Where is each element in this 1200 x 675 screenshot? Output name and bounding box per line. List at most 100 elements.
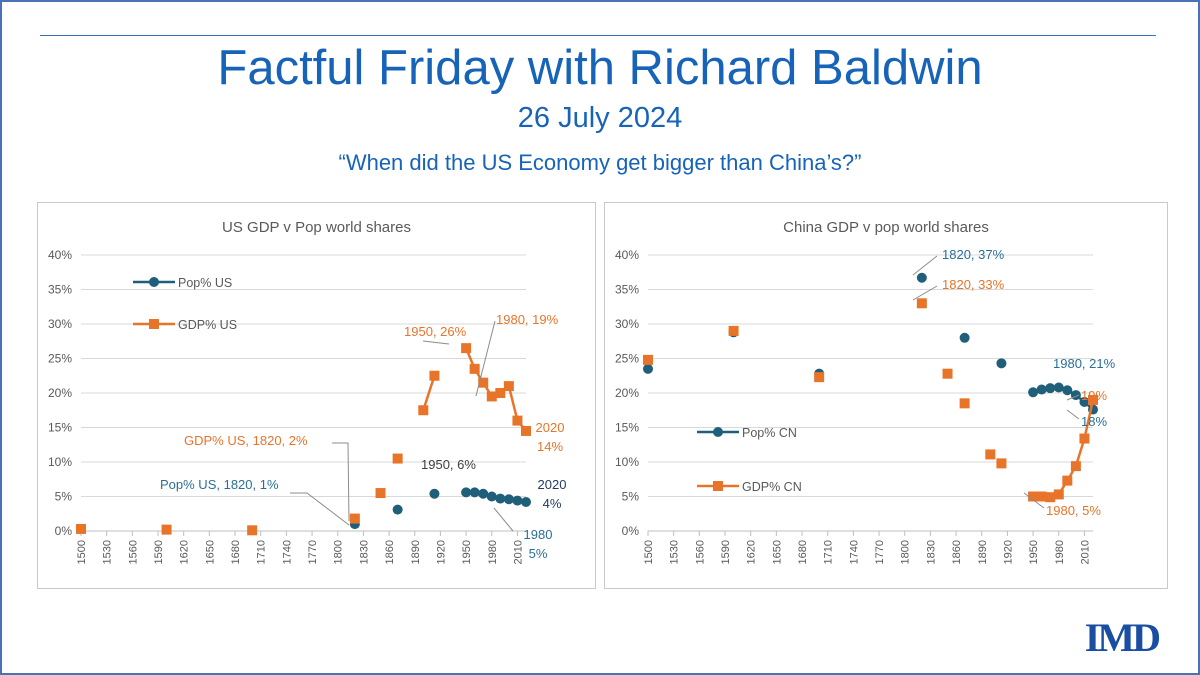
- header-rule: [40, 35, 1156, 36]
- x-tick-label: 1650: [771, 540, 783, 564]
- annotation-label: 1950, 6%: [421, 457, 476, 472]
- pop-marker: [503, 494, 514, 505]
- annotation-leader: [1023, 492, 1045, 509]
- x-tick-label: 1740: [848, 540, 860, 564]
- x-tick-label: 1860: [384, 540, 396, 564]
- y-tick-label: 30%: [48, 317, 72, 331]
- y-tick-label: 25%: [48, 352, 72, 366]
- y-tick-label: 40%: [615, 248, 639, 262]
- gdp-marker: [1088, 394, 1098, 405]
- gdp-marker: [814, 372, 825, 383]
- annotation-label: 1980, 19%: [496, 312, 559, 327]
- pop-marker: [429, 488, 440, 499]
- x-tick-label: 1980: [487, 540, 499, 564]
- gdp-marker: [429, 370, 440, 381]
- gdp-marker: [1079, 433, 1090, 444]
- gdp-marker: [985, 449, 996, 460]
- annotation-label: 1820, 33%: [942, 277, 1005, 292]
- annotation-label: 18%: [1081, 414, 1107, 429]
- gdp-marker: [503, 381, 514, 392]
- annotation-leader: [422, 340, 450, 345]
- gdp-marker: [1062, 475, 1073, 486]
- annotation-label: 19%: [1081, 388, 1107, 403]
- gdp-marker: [76, 523, 86, 534]
- pop-marker: [643, 363, 653, 374]
- x-tick-label: 1590: [153, 540, 165, 564]
- x-tick-label: 1680: [230, 540, 242, 564]
- gdp-marker: [916, 298, 927, 309]
- annotation-leader: [290, 492, 350, 526]
- pop-marker: [1070, 390, 1081, 401]
- gdp-marker: [469, 363, 480, 374]
- us-chart-svg: 0% 5% 10% 15% 20% 25% 30% 35% 40% 1500 1530 1560 159…: [48, 248, 566, 564]
- china-chart-panel: China GDP v pop world shares 0% 5% 10% 15% 2…: [604, 202, 1168, 589]
- annotation-label: 2020: [536, 420, 565, 435]
- legend-marker: [149, 277, 159, 287]
- y-tick-label: 40%: [48, 248, 72, 262]
- x-tick-label: 1530: [669, 540, 681, 564]
- annotation-leader: [1066, 394, 1080, 401]
- pop-marker: [521, 497, 531, 508]
- pop-marker: [469, 487, 480, 498]
- y-tick-label: 30%: [615, 317, 639, 331]
- annotation-label: 1950, 26%: [404, 324, 467, 339]
- gdp-marker: [643, 354, 653, 365]
- annotation-label: 4%: [543, 496, 562, 511]
- pop-marker: [1045, 383, 1056, 394]
- pop-marker: [916, 272, 927, 283]
- pop-marker: [512, 495, 523, 506]
- x-tick-label: 1770: [307, 540, 319, 564]
- y-tick-label: 10%: [615, 455, 639, 469]
- x-tick-label: 1920: [1002, 540, 1014, 564]
- chart-title: US GDP v Pop world shares: [222, 219, 411, 236]
- x-tick-label: 1740: [281, 540, 293, 564]
- gdp-marker: [942, 368, 953, 379]
- x-tick-label: 1800: [333, 540, 345, 564]
- gdp-marker: [461, 343, 472, 354]
- annotation-leader: [912, 255, 938, 276]
- pop-marker: [495, 493, 506, 504]
- gdp-marker: [1028, 491, 1039, 502]
- legend-label: Pop% CN: [742, 426, 797, 440]
- x-tick-label: 1770: [874, 540, 886, 564]
- pop-marker: [1036, 384, 1047, 395]
- gdp-marker: [1070, 461, 1081, 472]
- y-tick-label: 0%: [55, 524, 73, 538]
- x-tick-label: 1710: [256, 540, 268, 564]
- legend-marker: [713, 427, 723, 437]
- gdp-marker: [728, 325, 739, 336]
- x-tick-label: 1710: [823, 540, 835, 564]
- gdp-marker: [247, 525, 258, 536]
- gdp-marker: [521, 425, 531, 436]
- gdp-marker: [1045, 492, 1056, 503]
- pop-marker: [478, 488, 489, 499]
- x-tick-label: 1890: [977, 540, 989, 564]
- pop-marker: [1053, 382, 1064, 393]
- gdp-marker: [1036, 491, 1047, 502]
- y-tick-label: 5%: [622, 490, 640, 504]
- x-tick-label: 1560: [127, 540, 139, 564]
- x-tick-label: 1950: [461, 540, 473, 564]
- gdp-marker: [512, 415, 523, 426]
- y-tick-label: 20%: [615, 386, 639, 400]
- x-tick-label: 1560: [694, 540, 706, 564]
- slide-question: “When did the US Economy get bigger than…: [338, 150, 862, 175]
- legend-marker: [149, 319, 159, 329]
- y-tick-label: 35%: [48, 283, 72, 297]
- gdp-marker: [349, 513, 360, 524]
- x-tick-label: 1860: [951, 540, 963, 564]
- legend-label: Pop% US: [178, 276, 232, 290]
- annotation-leader: [1066, 409, 1080, 420]
- y-tick-label: 25%: [615, 352, 639, 366]
- annotation-label: 1980: [524, 527, 553, 542]
- x-tick-label: 1530: [102, 540, 114, 564]
- gdp-marker: [161, 524, 172, 535]
- pop-marker: [486, 491, 497, 502]
- us-chart-panel: US GDP v Pop world shares 0% 5% 10% 15% 20% 2…: [37, 202, 596, 589]
- annotation-label: GDP% US, 1820, 2%: [184, 433, 308, 448]
- chart-title: China GDP v pop world shares: [783, 219, 989, 236]
- x-tick-label: 1590: [720, 540, 732, 564]
- annotation-label: 1980, 21%: [1053, 356, 1116, 371]
- gdp-marker: [495, 388, 506, 398]
